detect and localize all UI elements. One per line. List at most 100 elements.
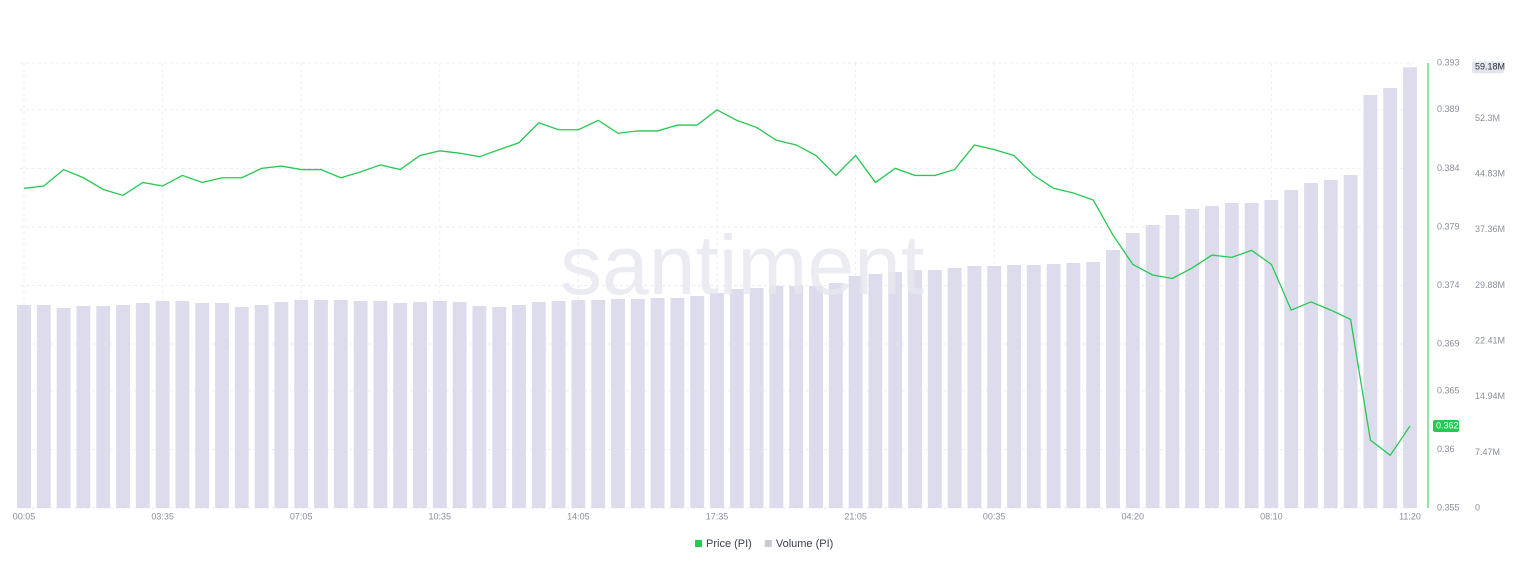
x-tick-label: 00:35 (983, 511, 1006, 521)
y2-tick-label: 14.94M (1475, 391, 1505, 401)
legend-label: Volume (PI) (776, 538, 833, 550)
legend-label: Price (PI) (706, 538, 752, 550)
volume-bar (1244, 202, 1259, 509)
volume-bar (175, 300, 190, 508)
x-tick-label: 00:05 (13, 511, 36, 521)
volume-bar (1125, 233, 1140, 508)
y2-tick-label: 44.83M (1475, 169, 1505, 179)
volume-bar (947, 268, 962, 508)
volume-bar (215, 302, 229, 508)
x-tick-label: 04:20 (1122, 511, 1145, 521)
volume-bar (393, 302, 408, 508)
volume-bar (710, 293, 724, 508)
y2-tick-label: 29.88M (1475, 280, 1505, 290)
volume-bar (591, 300, 606, 508)
watermark: santiment (560, 218, 924, 312)
volume-bar (472, 305, 487, 508)
volume-bar (1284, 189, 1299, 508)
x-tick-label: 07:05 (290, 511, 313, 521)
volume-bar (116, 305, 130, 508)
volume-bar (353, 300, 368, 508)
volume-bar (195, 302, 210, 508)
volume-bars (17, 67, 1417, 509)
y-tick-label: 0.379 (1437, 221, 1460, 231)
volume-bar (413, 301, 427, 508)
volume-bar (254, 305, 269, 508)
volume-badge (1472, 61, 1504, 74)
price-line (23, 109, 1411, 457)
volume-bar (769, 286, 784, 508)
volume-bar (828, 282, 843, 508)
volume-bar (56, 307, 71, 508)
volume-bar (967, 265, 982, 508)
volume-bar (1026, 265, 1041, 508)
volume-bar (1264, 200, 1279, 509)
legend-swatch (695, 540, 702, 547)
x-tick-label: 21:05 (844, 511, 867, 521)
volume-bar (512, 305, 526, 508)
volume-bar (76, 305, 91, 508)
volume-bar (1224, 202, 1239, 509)
volume-bar (868, 273, 883, 508)
volume-bar (531, 301, 546, 508)
y2-tick-label: 37.36M (1475, 224, 1505, 234)
y-tick-label: 0.355 (1437, 502, 1460, 512)
price-badge (1433, 420, 1459, 433)
x-tick-label: 03:35 (151, 511, 174, 521)
y-tick-label: 0.365 (1437, 385, 1460, 395)
volume-bar (492, 307, 507, 508)
legend-swatch (764, 540, 772, 547)
volume-bar (1304, 182, 1318, 509)
y-tick-label: 0.389 (1437, 104, 1460, 114)
volume-bar (729, 288, 744, 508)
volume-bar (36, 305, 51, 508)
volume-bar (373, 300, 388, 508)
volume-bar (690, 295, 705, 508)
volume-bar (611, 298, 625, 508)
y2-tick-label: 7.47M (1475, 447, 1500, 457)
volume-bar (908, 270, 922, 508)
volume-bar (551, 300, 566, 508)
volume-bar (1363, 94, 1378, 508)
y-tick-label: 0.36 (1437, 444, 1455, 454)
y2-tick-label: 52.3M (1475, 113, 1500, 123)
volume-bar (1323, 179, 1338, 508)
volume-bar (135, 302, 150, 508)
volume-bar (1066, 263, 1081, 508)
volume-bar (1165, 214, 1180, 508)
volume-bar (452, 301, 467, 508)
volume-bar (650, 298, 665, 508)
volume-bar (1086, 261, 1101, 508)
volume-bar (1106, 249, 1120, 509)
y-tick-label: 0.384 (1437, 163, 1460, 173)
volume-badge-label: 59.18M (1475, 62, 1505, 72)
y2-tick-label: 22.41M (1475, 336, 1505, 346)
volume-bar (987, 265, 1002, 508)
volume-bar (96, 305, 111, 508)
x-tick-label: 11:20 (1399, 511, 1421, 521)
volume-bar (848, 275, 863, 508)
y-tick-label: 0.393 (1437, 57, 1460, 67)
volume-bar (234, 307, 249, 508)
volume-bar (1343, 174, 1358, 509)
volume-bar (630, 298, 645, 508)
x-tick-label: 10:35 (429, 511, 452, 521)
volume-bar (789, 286, 804, 508)
volume-bar (670, 298, 685, 508)
volume-bar (888, 272, 903, 508)
volume-bar (1145, 224, 1160, 509)
volume-bar (1007, 265, 1021, 508)
volume-bar (155, 300, 170, 508)
volume-bar (333, 300, 348, 508)
x-tick-label: 17:35 (706, 511, 729, 521)
volume-bar (1046, 263, 1061, 508)
price-badge-label: 0.362 (1436, 420, 1459, 430)
volume-bar (571, 300, 586, 508)
y2-tick-label: 0 (1475, 502, 1480, 512)
volume-bar (1205, 205, 1219, 508)
volume-bar (1383, 87, 1398, 508)
volume-bar (432, 300, 447, 508)
x-tick-label: 08:10 (1260, 511, 1283, 521)
